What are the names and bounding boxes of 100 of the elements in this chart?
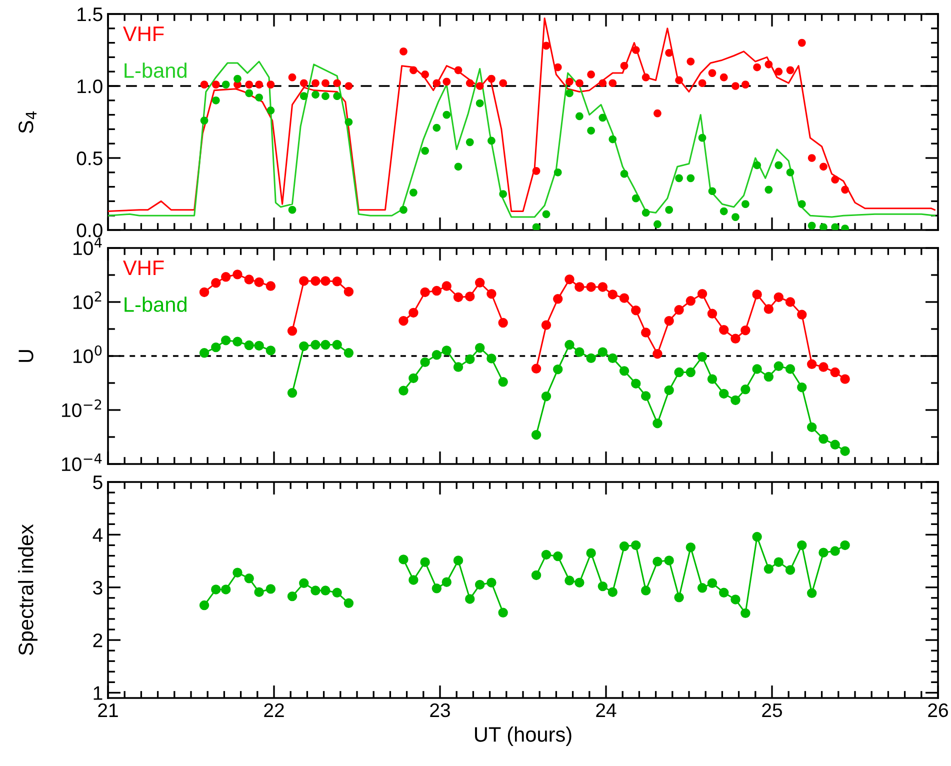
- point: [254, 340, 264, 351]
- point: [698, 134, 706, 142]
- point: [320, 276, 330, 286]
- y-tick-label: 10$^{0}$: [74, 345, 102, 364]
- point: [598, 79, 607, 88]
- point: [732, 213, 740, 221]
- y-tick-label: 10$^{4}$: [74, 238, 102, 256]
- point: [598, 282, 608, 292]
- point: [774, 68, 783, 76]
- point: [320, 340, 330, 350]
- series-label: VHF: [123, 260, 164, 275]
- point: [642, 73, 650, 82]
- point: [454, 66, 462, 74]
- point: [498, 608, 508, 618]
- x-tick-label: 25: [762, 703, 782, 718]
- x-tick-label: 23: [430, 703, 450, 718]
- y-tick-label: 2: [93, 634, 102, 648]
- point: [420, 357, 430, 368]
- point: [654, 109, 662, 118]
- x-tick-label: 26: [928, 703, 948, 718]
- point: [244, 274, 254, 284]
- point: [465, 292, 475, 302]
- point: [310, 340, 320, 350]
- point: [499, 190, 508, 198]
- point: [632, 46, 640, 54]
- point: [442, 281, 452, 291]
- point: [266, 281, 276, 291]
- point: [697, 583, 708, 593]
- point: [640, 391, 651, 401]
- point: [400, 206, 408, 214]
- point: [474, 580, 485, 590]
- point: [774, 292, 784, 302]
- point: [640, 586, 651, 596]
- point: [199, 348, 210, 358]
- point: [598, 347, 608, 357]
- point: [786, 66, 794, 74]
- point: [598, 581, 608, 592]
- point: [631, 540, 641, 550]
- point: [344, 286, 354, 297]
- point: [442, 78, 451, 86]
- point: [287, 591, 298, 602]
- point: [531, 364, 542, 374]
- point: [564, 274, 574, 284]
- point: [642, 208, 650, 217]
- point: [312, 90, 320, 99]
- point: [797, 382, 807, 392]
- point: [820, 162, 828, 171]
- point: [566, 89, 574, 98]
- point: [288, 206, 296, 214]
- point: [753, 161, 761, 170]
- point: [830, 367, 840, 378]
- point: [620, 170, 628, 178]
- point: [244, 340, 254, 350]
- point: [498, 318, 508, 328]
- point: [619, 293, 630, 303]
- point: [322, 92, 330, 100]
- point: [764, 60, 773, 68]
- point: [686, 58, 695, 66]
- point: [608, 79, 617, 88]
- point: [421, 70, 429, 78]
- point: [300, 79, 308, 88]
- point: [664, 556, 674, 566]
- point: [764, 372, 774, 382]
- point: [541, 550, 552, 560]
- point: [554, 168, 562, 176]
- point: [697, 289, 708, 299]
- point: [587, 70, 595, 78]
- point: [719, 388, 729, 399]
- point: [211, 584, 221, 594]
- point: [774, 557, 784, 567]
- point: [245, 80, 254, 88]
- point: [620, 62, 628, 70]
- point: [640, 328, 651, 338]
- point: [199, 600, 210, 610]
- point: [798, 200, 806, 208]
- y-tick-label: 1: [94, 686, 102, 700]
- point: [486, 354, 496, 364]
- y-axis-title: U: [18, 350, 34, 362]
- point: [211, 342, 221, 352]
- point: [785, 565, 796, 575]
- point: [631, 306, 641, 316]
- point: [831, 223, 840, 230]
- point: [465, 354, 475, 364]
- y-axis-title: S$_{4}$: [18, 111, 37, 134]
- point: [619, 541, 630, 552]
- point: [818, 362, 828, 372]
- point: [840, 374, 850, 384]
- point: [454, 162, 462, 171]
- point: [608, 135, 617, 144]
- point: [664, 385, 674, 396]
- point: [752, 364, 762, 374]
- point: [797, 310, 807, 320]
- point: [576, 79, 584, 88]
- point: [232, 336, 242, 347]
- point: [442, 346, 452, 356]
- point: [421, 146, 429, 155]
- point: [586, 548, 596, 558]
- point: [674, 367, 684, 378]
- point: [586, 282, 596, 292]
- point: [221, 584, 231, 594]
